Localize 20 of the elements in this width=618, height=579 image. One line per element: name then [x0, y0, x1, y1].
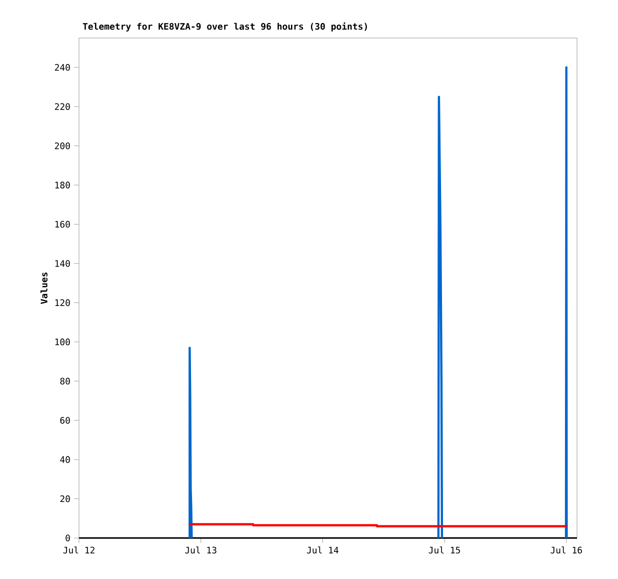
- y-tick-label: 80: [60, 378, 70, 385]
- y-tick-label: 20: [60, 495, 70, 502]
- x-tick-label: Jul 12: [63, 546, 94, 554]
- y-tick-label: 100: [55, 338, 70, 346]
- x-tick-label: Jul 13: [185, 546, 216, 554]
- y-tick-label: 40: [60, 456, 70, 463]
- y-tick-label: 140: [55, 260, 70, 267]
- y-axis-title: Values: [40, 272, 48, 304]
- y-tick-label: 0: [66, 534, 70, 542]
- y-tick-label: 120: [55, 299, 70, 306]
- y-tick-label: 180: [55, 182, 70, 188]
- y-tick-label: 240: [54, 64, 70, 71]
- x-tick-label: Jul 14: [306, 546, 338, 554]
- x-tick-label: Jul 16: [550, 546, 582, 554]
- y-tick-label: 160: [55, 220, 70, 228]
- chart-title: Telemetry for KE8VZA-9 over last 96 hours (30 points): [82, 22, 367, 32]
- y-tick-label: 220: [54, 103, 70, 110]
- y-tick-label: 200: [54, 142, 70, 150]
- x-tick-label: Jul 15: [428, 546, 460, 554]
- y-tick-label: 60: [60, 416, 70, 424]
